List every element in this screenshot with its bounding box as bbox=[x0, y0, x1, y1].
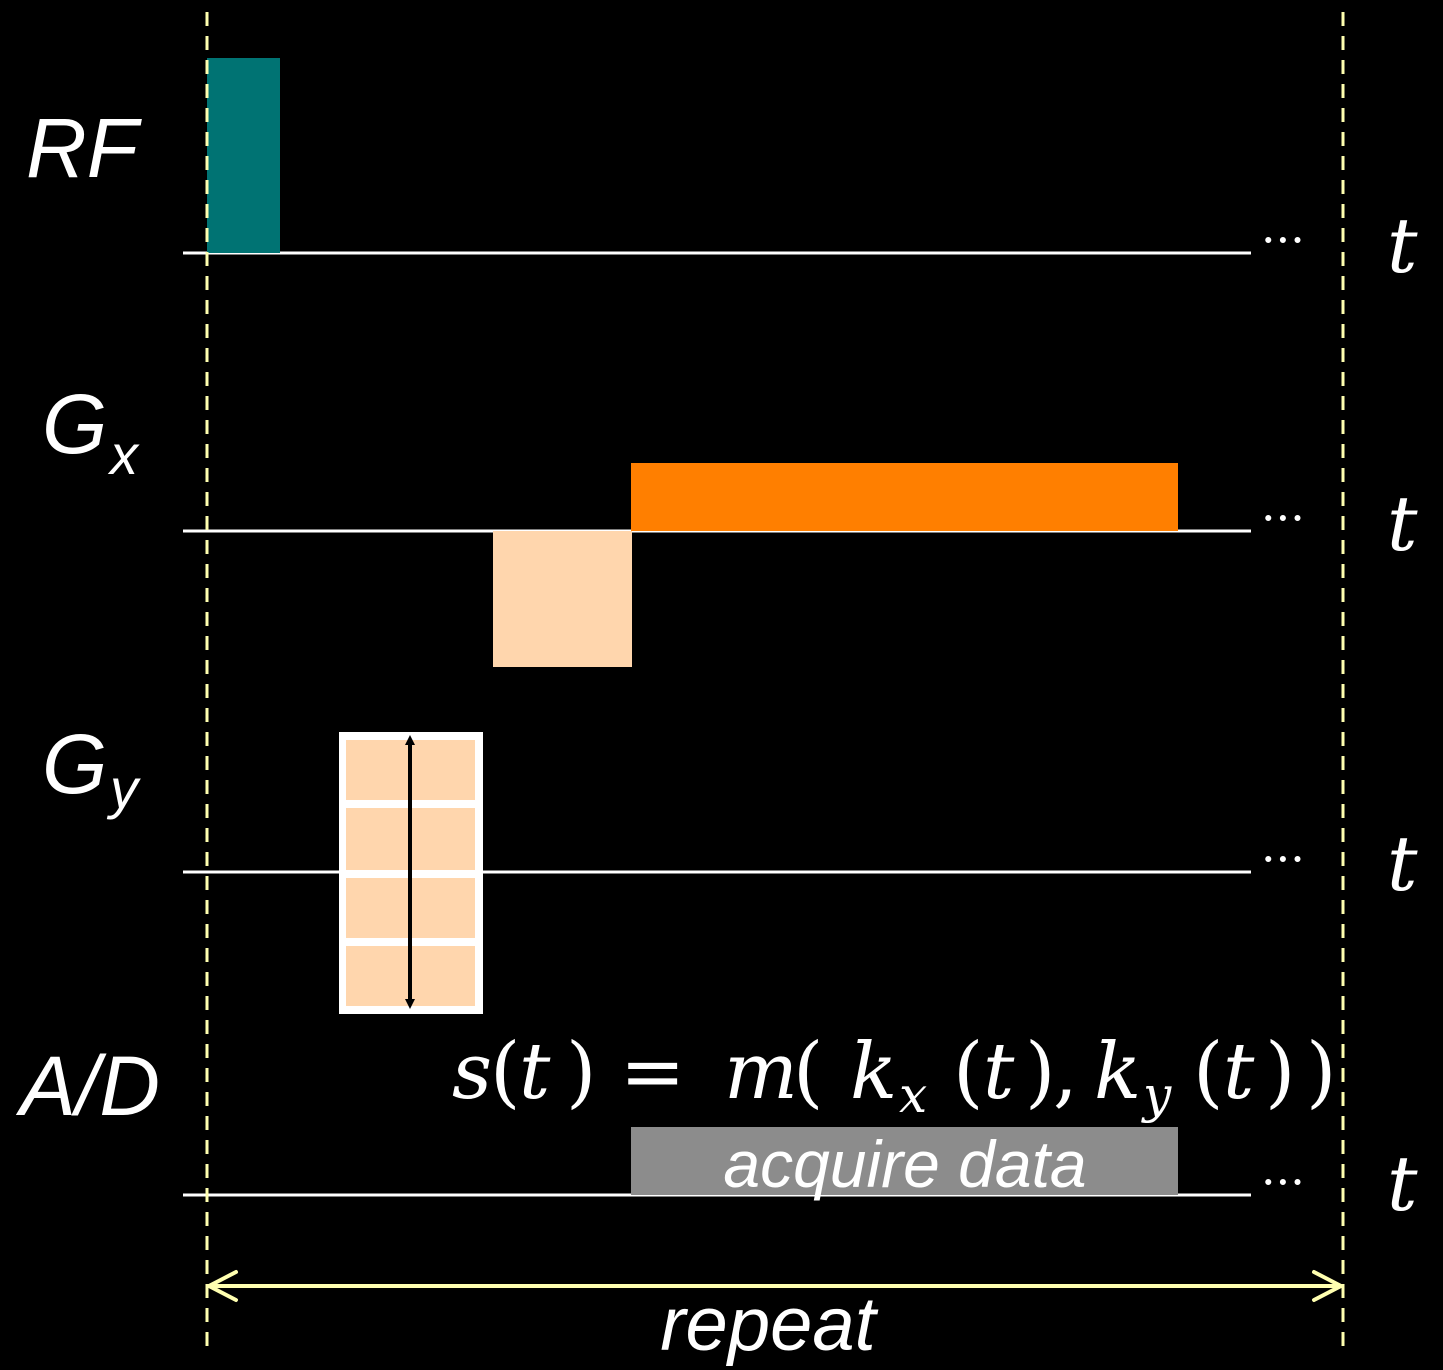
gy-time-symbol: t bbox=[1387, 819, 1418, 908]
rf-excitation-pulse bbox=[207, 58, 280, 253]
gx-row-label-subscript: x bbox=[107, 423, 140, 486]
rf-row-label: RF bbox=[26, 101, 143, 195]
ad-row-label: A/D bbox=[15, 1039, 160, 1133]
ad-continuation: ··· bbox=[1261, 1155, 1305, 1209]
acquire-data-label: acquire data bbox=[723, 1127, 1086, 1201]
gx-row-label: G bbox=[42, 377, 107, 471]
gy-row-label: G bbox=[42, 717, 107, 811]
repeat-label: repeat bbox=[660, 1282, 878, 1367]
adc-acquisition-window bbox=[631, 1127, 1178, 1195]
rf-time-symbol: t bbox=[1387, 201, 1418, 290]
gx-time-symbol: t bbox=[1387, 479, 1418, 568]
gx-prephaser-lobe bbox=[493, 531, 632, 667]
gy-row-label-subscript: y bbox=[106, 757, 141, 820]
repeat-arrow bbox=[207, 1270, 1343, 1302]
rf-continuation: ··· bbox=[1261, 213, 1305, 267]
gx-readout-lobe bbox=[631, 463, 1178, 531]
gy-continuation: ··· bbox=[1261, 832, 1305, 886]
ad-time-symbol: t bbox=[1387, 1139, 1418, 1228]
signal-equation: s ( t ) = m ( k x ( t ) , k y ( t ) ) bbox=[452, 1027, 1336, 1129]
gx-continuation: ··· bbox=[1261, 491, 1305, 545]
